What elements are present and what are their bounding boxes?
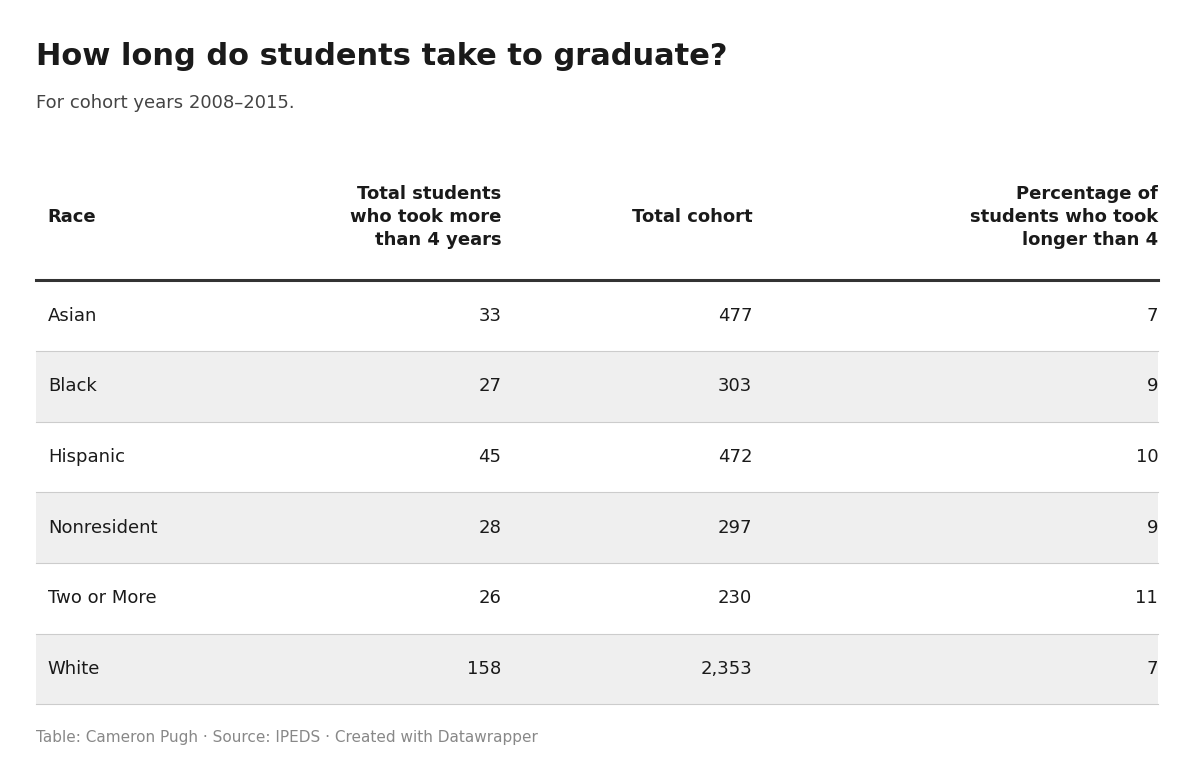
Text: How long do students take to graduate?: How long do students take to graduate?: [36, 42, 727, 71]
Text: 230: 230: [718, 589, 752, 607]
Text: 477: 477: [718, 306, 752, 325]
Text: 303: 303: [718, 377, 752, 396]
Text: 33: 33: [479, 306, 501, 325]
Text: For cohort years 2008–2015.: For cohort years 2008–2015.: [36, 94, 295, 111]
Text: Hispanic: Hispanic: [48, 448, 124, 466]
Bar: [36, 422, 1158, 492]
Text: Race: Race: [48, 208, 97, 226]
Text: Nonresident: Nonresident: [48, 518, 158, 537]
Text: Two or More: Two or More: [48, 589, 156, 607]
Text: 7: 7: [1146, 660, 1158, 678]
Text: 45: 45: [479, 448, 501, 466]
Bar: [36, 280, 1158, 351]
Text: 28: 28: [479, 518, 501, 537]
Text: 7: 7: [1146, 306, 1158, 325]
Text: 2,353: 2,353: [701, 660, 752, 678]
Text: 11: 11: [1135, 589, 1158, 607]
Bar: [36, 563, 1158, 634]
Text: 27: 27: [479, 377, 501, 396]
Text: Total students
who took more
than 4 years: Total students who took more than 4 year…: [350, 185, 501, 249]
Bar: [36, 492, 1158, 563]
Text: 158: 158: [467, 660, 501, 678]
Text: 10: 10: [1135, 448, 1158, 466]
Text: Total cohort: Total cohort: [632, 208, 752, 226]
Text: Asian: Asian: [48, 306, 97, 325]
Bar: [36, 351, 1158, 422]
Text: 9: 9: [1146, 377, 1158, 396]
Bar: [36, 634, 1158, 704]
Text: 472: 472: [718, 448, 752, 466]
Text: Black: Black: [48, 377, 97, 396]
Text: White: White: [48, 660, 100, 678]
Text: 9: 9: [1146, 518, 1158, 537]
Text: Table: Cameron Pugh · Source: IPEDS · Created with Datawrapper: Table: Cameron Pugh · Source: IPEDS · Cr…: [36, 730, 537, 745]
Text: 297: 297: [718, 518, 752, 537]
Text: Percentage of
students who took
longer than 4: Percentage of students who took longer t…: [970, 185, 1158, 249]
Text: 26: 26: [479, 589, 501, 607]
